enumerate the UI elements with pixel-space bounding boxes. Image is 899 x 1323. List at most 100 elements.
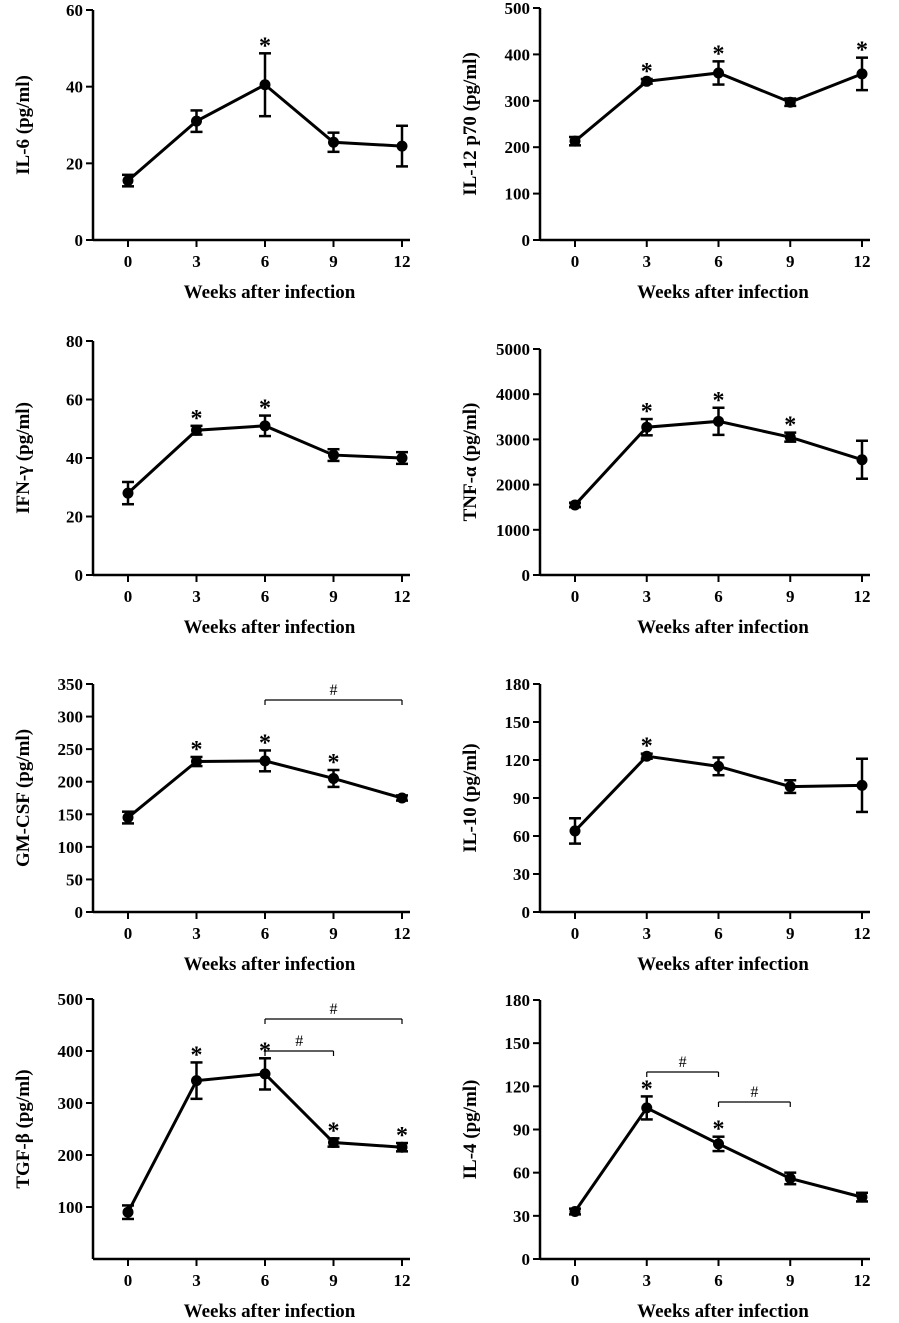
data-point [259, 420, 271, 432]
data-point [328, 136, 339, 148]
significance-star: * [396, 1123, 408, 1149]
x-axis-title: Weeks after infection [637, 954, 809, 975]
significance-star: * [713, 1117, 725, 1143]
data-point [396, 452, 408, 464]
data-point [328, 449, 339, 461]
y-tick-label: 40 [66, 449, 83, 468]
x-tick-label: 6 [261, 252, 270, 271]
significance-star: * [259, 396, 271, 422]
x-axis-title: Weeks after infection [184, 282, 356, 303]
data-point [713, 415, 724, 427]
y-tick-label: 500 [58, 990, 84, 1009]
data-point [641, 421, 653, 433]
y-axis-title: IL-6 (pg/ml) [13, 75, 34, 175]
data-point [784, 96, 796, 108]
data-point [713, 760, 724, 772]
y-tick-label: 90 [513, 1121, 530, 1140]
x-tick-label: 0 [571, 587, 580, 606]
data-point [784, 1172, 796, 1184]
bracket-label: # [295, 1033, 303, 1050]
x-tick-label: 9 [786, 252, 795, 271]
y-axis-title: TGF-β (pg/ml) [13, 1069, 34, 1188]
y-axis-title: IFN-γ (pg/ml) [13, 402, 34, 514]
data-point [641, 750, 653, 762]
x-tick-label: 9 [786, 587, 795, 606]
x-axis-title: Weeks after infection [184, 1301, 356, 1322]
y-tick-label: 1000 [496, 521, 530, 540]
x-tick-label: 3 [643, 252, 652, 271]
data-point [259, 79, 271, 91]
chart-panel-1: 0 100 200 300 400 500 0 3 6 9 12 Weeks after infect… [460, 0, 871, 303]
bracket-label: # [330, 682, 338, 699]
y-tick-label: 350 [58, 675, 84, 694]
x-tick-label: 9 [786, 924, 795, 943]
y-tick-label: 4000 [496, 385, 530, 404]
y-tick-label: 60 [66, 1, 83, 20]
data-point [328, 772, 339, 784]
x-tick-label: 12 [854, 1271, 871, 1290]
x-tick-label: 3 [643, 587, 652, 606]
data-point [396, 792, 408, 804]
y-tick-label: 120 [505, 751, 531, 770]
x-tick-label: 9 [329, 252, 338, 271]
y-tick-label: 200 [505, 138, 531, 157]
y-tick-label: 120 [505, 1077, 531, 1096]
x-tick-label: 6 [261, 1271, 270, 1290]
significance-star: * [328, 750, 340, 776]
y-tick-label: 300 [505, 92, 531, 111]
y-axis-title: IL-10 (pg/ml) [460, 743, 481, 852]
data-point [569, 499, 581, 511]
x-tick-label: 0 [571, 252, 580, 271]
y-tick-label: 3000 [496, 430, 530, 449]
significance-star: * [641, 1076, 653, 1102]
data-point [191, 1075, 202, 1087]
bracket-label: # [330, 1001, 338, 1018]
x-tick-label: 0 [124, 1271, 133, 1290]
x-tick-label: 12 [394, 924, 411, 943]
chart-panel-7: 0 30 60 90 120 150 180 0 3 6 9 12 Weeks after infect… [460, 991, 871, 1322]
x-tick-label: 0 [124, 587, 133, 606]
data-point [259, 1068, 271, 1080]
chart-panel-2: 0 20 40 60 80 0 3 6 9 12 Weeks after infection IFN-… [13, 332, 411, 638]
y-tick-label: 180 [505, 991, 531, 1010]
data-point [784, 781, 796, 793]
y-tick-label: 200 [58, 773, 84, 792]
series-line [126, 1072, 403, 1213]
x-tick-label: 12 [394, 252, 411, 271]
y-tick-label: 250 [58, 740, 84, 759]
y-tick-label: 0 [75, 566, 84, 585]
data-point [191, 424, 202, 436]
y-tick-label: 80 [66, 332, 83, 351]
significance-star: * [641, 399, 653, 425]
significance-star: * [191, 1042, 203, 1068]
x-tick-label: 9 [329, 587, 338, 606]
significance-star: * [191, 737, 203, 763]
y-tick-label: 40 [66, 78, 83, 97]
significance-star: * [259, 730, 271, 756]
chart-panel-0: 0 20 40 60 0 3 6 9 12 Weeks after infection IL-6 (… [13, 1, 411, 303]
y-tick-label: 60 [66, 391, 83, 410]
y-tick-label: 0 [522, 231, 531, 250]
x-tick-label: 6 [714, 252, 723, 271]
y-axis-title: IL-12 p70 (pg/ml) [460, 52, 481, 196]
significance-star: * [713, 41, 725, 67]
x-tick-label: 0 [571, 1271, 580, 1290]
x-tick-label: 3 [192, 924, 201, 943]
chart-panel-5: 0 30 60 90 120 150 180 0 3 6 9 12 Weeks after infect… [460, 675, 871, 975]
chart-panel-3: 0 1000 2000 3000 4000 5000 0 3 6 9 12 Weeks after i… [460, 340, 871, 638]
x-tick-label: 3 [192, 1271, 201, 1290]
x-tick-label: 9 [329, 924, 338, 943]
x-tick-label: 6 [714, 1271, 723, 1290]
y-tick-label: 100 [58, 1198, 84, 1217]
y-tick-label: 400 [58, 1042, 84, 1061]
y-tick-label: 30 [513, 865, 530, 884]
x-tick-label: 3 [643, 924, 652, 943]
significance-star: * [259, 33, 271, 59]
y-tick-label: 180 [505, 675, 531, 694]
y-tick-label: 60 [513, 827, 530, 846]
data-point [122, 1206, 134, 1218]
y-tick-label: 100 [505, 185, 531, 204]
x-axis-title: Weeks after infection [184, 617, 356, 638]
y-tick-label: 150 [505, 713, 531, 732]
